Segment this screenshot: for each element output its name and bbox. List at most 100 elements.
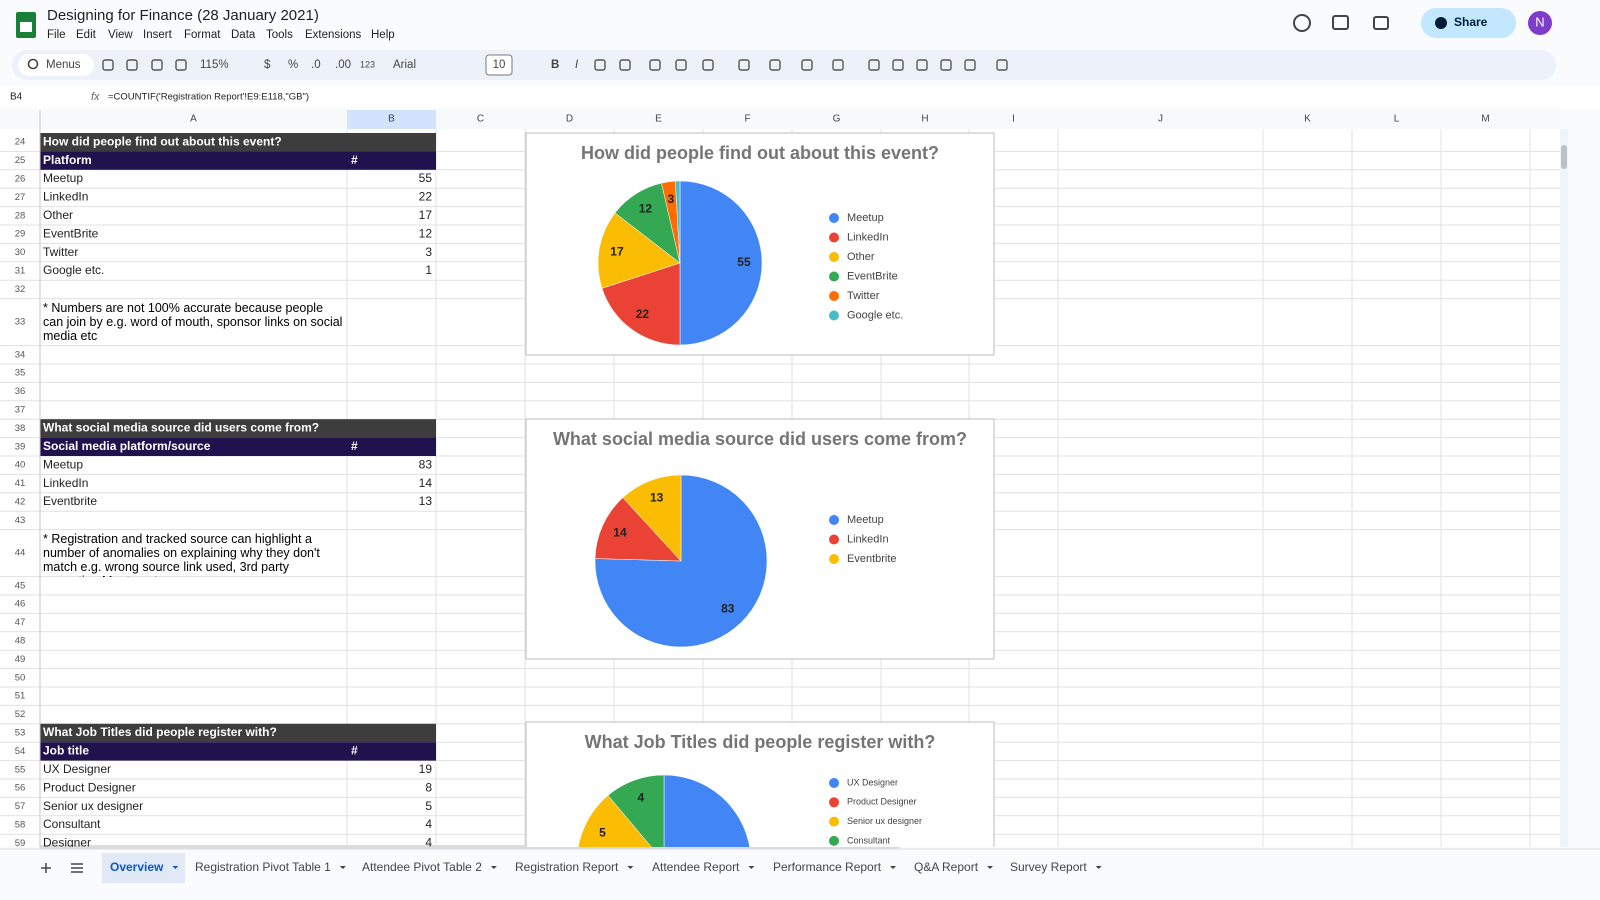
- share-button[interactable]: [1421, 8, 1516, 38]
- table-cell[interactable]: Designer: [43, 836, 91, 850]
- legend-label[interactable]: UX Designer: [847, 777, 898, 787]
- menu-item[interactable]: Format: [184, 29, 221, 41]
- table-cell[interactable]: Eventbrite: [43, 494, 97, 508]
- table-cell[interactable]: 55: [419, 171, 433, 185]
- table-cell[interactable]: UX Designer: [43, 762, 111, 776]
- table-cell[interactable]: Twitter: [43, 245, 78, 259]
- tab-menu-arrow[interactable]: [627, 866, 634, 869]
- tab-menu-arrow[interactable]: [339, 866, 346, 869]
- pie-slice[interactable]: [601, 262, 681, 346]
- vertical-scrollbar[interactable]: [1560, 129, 1568, 847]
- toolbar-increase-decimals[interactable]: .00: [335, 59, 351, 71]
- menu-item[interactable]: Extensions: [305, 29, 362, 41]
- toolbar-icon[interactable]: [892, 59, 904, 71]
- toolbar-icon[interactable]: [594, 59, 606, 71]
- tab-menu-arrow[interactable]: [890, 866, 897, 869]
- menu-item[interactable]: File: [47, 29, 66, 41]
- toolbar-icon[interactable]: [801, 59, 813, 71]
- toolbar-icon[interactable]: [702, 59, 714, 71]
- toolbar-currency[interactable]: $: [264, 59, 271, 71]
- avatar[interactable]: [1528, 11, 1552, 35]
- toolbar-icon[interactable]: [738, 59, 750, 71]
- share-label[interactable]: Share: [1454, 15, 1488, 29]
- menu-item[interactable]: Help: [371, 29, 395, 41]
- toolbar-icon[interactable]: [675, 59, 687, 71]
- toolbar-italic[interactable]: I: [575, 59, 579, 71]
- legend-label[interactable]: Meetup: [847, 212, 884, 224]
- table-cell[interactable]: Product Designer: [43, 780, 136, 794]
- scroll-thumb[interactable]: [1561, 145, 1567, 169]
- menu-item[interactable]: Tools: [266, 29, 293, 41]
- legend-label[interactable]: Consultant: [847, 835, 891, 845]
- legend-label[interactable]: Other: [847, 251, 875, 263]
- toolbar-number-format[interactable]: 123: [360, 59, 375, 69]
- toolbar-icon[interactable]: [916, 59, 928, 71]
- toolbar-icon[interactable]: [126, 59, 138, 71]
- table-cell[interactable]: Consultant: [43, 817, 101, 831]
- sheet-tab[interactable]: Survey Report: [1010, 860, 1087, 874]
- formula[interactable]: =COUNTIF('Registration Report'!E9:E118,"…: [108, 92, 309, 103]
- toolbar-icon[interactable]: [151, 59, 163, 71]
- toolbar-decrease-decimals[interactable]: .0: [311, 59, 321, 71]
- table-cell[interactable]: 83: [419, 457, 433, 471]
- sheet-tab[interactable]: Registration Report: [515, 860, 619, 874]
- sheet-tab[interactable]: Overview: [110, 860, 164, 874]
- table-cell[interactable]: Other: [43, 208, 73, 222]
- table-cell[interactable]: 17: [419, 208, 433, 222]
- toolbar-icon[interactable]: [175, 59, 187, 71]
- table-cell[interactable]: 5: [425, 799, 432, 813]
- chart[interactable]: How did people find out about this event…: [525, 132, 995, 356]
- sheet-tab[interactable]: Q&A Report: [914, 860, 979, 874]
- toolbar-zoom[interactable]: 115%: [200, 59, 229, 71]
- toolbar-icon[interactable]: [649, 59, 661, 71]
- toolbar-icon[interactable]: [769, 59, 781, 71]
- pie-slice[interactable]: [577, 795, 664, 862]
- legend-label[interactable]: LinkedIn: [847, 231, 889, 243]
- table-cell[interactable]: EventBrite: [43, 226, 99, 240]
- add-sheet-icon[interactable]: [41, 863, 51, 873]
- pie-slice[interactable]: [607, 774, 665, 862]
- toolbar-icon[interactable]: [619, 59, 631, 71]
- pie-slice[interactable]: [597, 212, 681, 289]
- menu-item[interactable]: Edit: [76, 29, 97, 41]
- menu-search[interactable]: [18, 54, 94, 76]
- table-cell[interactable]: Meetup: [43, 171, 83, 185]
- legend-label[interactable]: Eventbrite: [847, 553, 897, 565]
- tab-menu-arrow[interactable]: [172, 866, 179, 869]
- sheet-tab[interactable]: Performance Report: [773, 860, 882, 874]
- pie-slice[interactable]: [594, 497, 682, 562]
- table-cell[interactable]: 8: [425, 780, 432, 794]
- pie-slice[interactable]: [622, 474, 682, 562]
- toolbar-icon[interactable]: [102, 59, 114, 71]
- table-cell[interactable]: 12: [419, 226, 433, 240]
- legend-label[interactable]: Google etc.: [847, 309, 903, 321]
- table-cell[interactable]: Google etc.: [43, 263, 104, 277]
- table-cell[interactable]: 22: [419, 190, 433, 204]
- table-cell[interactable]: 3: [425, 245, 432, 259]
- chart[interactable]: What social media source did users come …: [525, 418, 995, 660]
- active-tab-bg[interactable]: [102, 853, 185, 883]
- toolbar-icon[interactable]: [832, 59, 844, 71]
- meet-icon[interactable]: [1373, 16, 1389, 30]
- toolbar-icon[interactable]: [940, 59, 952, 71]
- menu-item[interactable]: View: [108, 29, 133, 41]
- table-cell[interactable]: 4: [425, 836, 432, 850]
- toolbar-search[interactable]: Menus: [46, 59, 81, 71]
- table-cell[interactable]: LinkedIn: [43, 476, 88, 490]
- table-cell[interactable]: Meetup: [43, 457, 83, 471]
- toolbar-icon[interactable]: [868, 59, 880, 71]
- chart[interactable]: What Job Titles did people register with…: [525, 721, 995, 900]
- table-cell[interactable]: 4: [425, 817, 432, 831]
- all-sheets-icon[interactable]: [71, 863, 83, 873]
- legend-label[interactable]: LinkedIn: [847, 533, 889, 545]
- toolbar-font-size[interactable]: 10: [493, 59, 506, 71]
- history-icon[interactable]: [1293, 14, 1311, 32]
- legend-label[interactable]: Product Designer: [847, 797, 917, 807]
- sheet-tab[interactable]: Attendee Pivot Table 2: [362, 860, 482, 874]
- table-cell[interactable]: 1: [425, 263, 432, 277]
- tab-menu-arrow[interactable]: [748, 866, 755, 869]
- sheet-tab[interactable]: Registration Pivot Table 1: [195, 860, 331, 874]
- tab-menu-arrow[interactable]: [490, 866, 497, 869]
- comments-icon[interactable]: [1332, 15, 1349, 30]
- table-cell[interactable]: 13: [419, 494, 433, 508]
